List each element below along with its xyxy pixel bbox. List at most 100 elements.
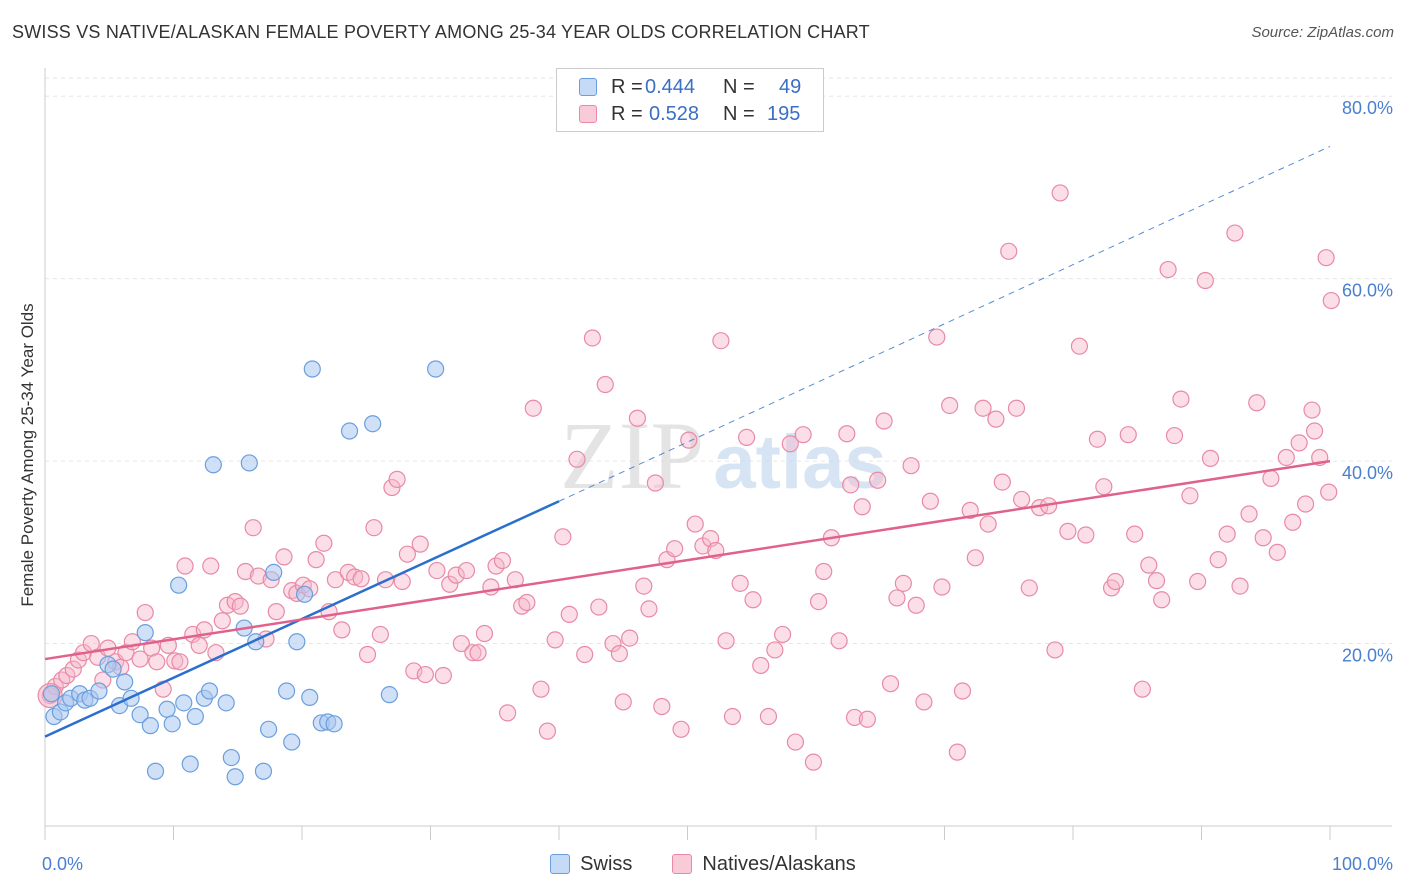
swiss-trend-extension	[558, 145, 1331, 502]
native-point	[428, 561, 446, 580]
native-point	[1181, 487, 1199, 505]
y-tick-label: 20.0%	[1342, 646, 1393, 666]
native-point	[921, 492, 939, 510]
native-point	[1119, 426, 1137, 444]
native-point	[1020, 579, 1038, 597]
swiss-point	[104, 660, 122, 678]
native-point	[441, 575, 459, 593]
native-point	[928, 328, 946, 346]
legend-item-swiss: Swiss	[550, 853, 632, 876]
native-point	[974, 399, 992, 417]
native-point	[267, 603, 285, 621]
native-point	[953, 682, 972, 700]
swiss-point	[340, 422, 359, 440]
watermark: ZIP atlas	[560, 402, 887, 509]
native-point	[815, 562, 833, 581]
native-point	[712, 332, 730, 350]
native-point	[933, 578, 951, 596]
series-native-points	[37, 184, 1340, 771]
native-point	[680, 431, 698, 449]
native-point	[231, 597, 249, 615]
native-point	[190, 636, 208, 654]
legend-item-native: Natives/Alaskans	[672, 853, 856, 876]
native-point	[744, 591, 762, 609]
swiss-point	[240, 454, 258, 472]
watermark-atlas: atlas	[713, 420, 886, 505]
swiss-point	[141, 717, 159, 735]
native-point	[596, 375, 614, 394]
n-value-swiss: 49	[779, 75, 802, 98]
native-point	[1000, 242, 1018, 260]
native-point	[326, 571, 345, 589]
native-point	[244, 519, 262, 537]
native-point	[371, 625, 389, 644]
native-point	[416, 665, 434, 684]
native-point	[1106, 572, 1125, 591]
native-point	[635, 577, 653, 595]
native-point	[452, 634, 470, 653]
native-point	[275, 548, 293, 566]
native-point	[1277, 448, 1295, 467]
native-point	[365, 519, 383, 537]
native-point	[752, 656, 770, 675]
native-point	[888, 589, 906, 607]
native-point	[1133, 680, 1151, 698]
native-point	[388, 470, 406, 488]
swiss-point	[217, 694, 235, 712]
native-point	[842, 476, 860, 494]
native-point	[1153, 591, 1171, 609]
native-point	[171, 653, 189, 671]
native-point	[1254, 529, 1272, 547]
native-point	[58, 666, 76, 685]
tick-labels: 20.0% 40.0% 60.0% 80.0% 0.0% 100.0%	[42, 98, 1393, 874]
native-point	[907, 596, 925, 614]
swiss-point	[259, 720, 278, 738]
swiss-point	[301, 688, 319, 706]
native-point	[1070, 337, 1089, 355]
native-point	[979, 515, 997, 533]
native-point	[786, 733, 805, 751]
native-point	[875, 412, 893, 430]
swiss-point	[175, 694, 193, 712]
native-point	[1126, 525, 1144, 543]
gridlines	[45, 77, 1392, 645]
native-point	[1305, 422, 1324, 440]
native-point	[475, 624, 494, 643]
swiss-point	[265, 563, 283, 582]
native-point	[434, 666, 452, 685]
native-point	[640, 600, 658, 618]
native-point	[915, 693, 933, 711]
native-point	[902, 457, 920, 475]
native-point	[532, 680, 550, 698]
native-point	[1051, 184, 1069, 202]
native-point	[1231, 577, 1249, 595]
native-point	[717, 632, 735, 650]
swiss-point	[277, 682, 296, 700]
native-point	[1268, 543, 1286, 561]
native-point	[236, 562, 255, 581]
native-point	[686, 515, 704, 533]
native-point	[590, 598, 608, 616]
swiss-swatch	[579, 78, 597, 96]
native-point	[773, 625, 792, 644]
native-point	[307, 551, 325, 569]
native-point	[604, 634, 622, 653]
native-point	[518, 593, 536, 612]
swiss-point	[90, 682, 108, 700]
swiss-point	[427, 360, 445, 378]
y-axis-label: Female Poverty Among 25-34 Year Olds	[18, 303, 37, 607]
native-point	[646, 474, 664, 492]
source-credit: Source: ZipAtlas.com	[1251, 24, 1394, 41]
native-point	[213, 612, 231, 630]
swiss-point	[204, 456, 222, 474]
native-point	[166, 652, 184, 670]
swiss-point	[295, 585, 314, 603]
legend-row-swiss: R = 0.444 N = 49	[579, 75, 801, 99]
native-point	[576, 645, 594, 664]
native-point	[1240, 505, 1258, 523]
native-point	[759, 707, 778, 726]
native-point	[610, 644, 628, 663]
native-point	[554, 528, 572, 546]
n-label: N =	[723, 102, 755, 125]
native-point	[333, 621, 351, 639]
